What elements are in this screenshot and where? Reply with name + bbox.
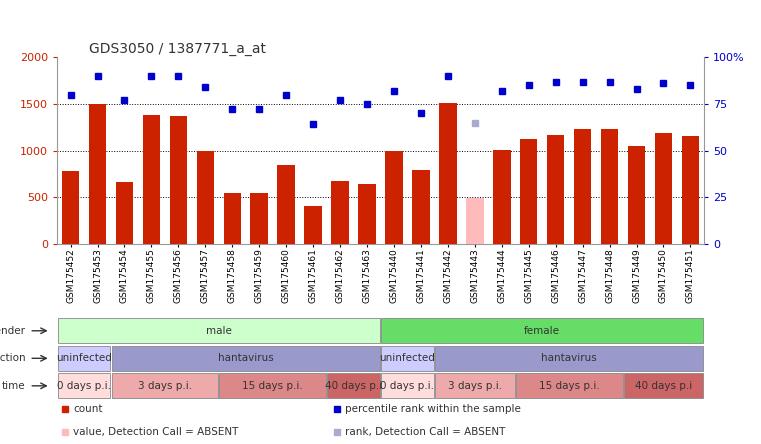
Bar xyxy=(601,129,619,244)
Bar xyxy=(381,318,703,343)
Text: 15 days p.i.: 15 days p.i. xyxy=(242,381,303,391)
Text: 0 days p.i.: 0 days p.i. xyxy=(57,381,111,391)
Bar xyxy=(112,346,380,371)
Bar xyxy=(327,373,380,398)
Text: uninfected: uninfected xyxy=(380,353,435,363)
Bar xyxy=(58,373,110,398)
Text: uninfected: uninfected xyxy=(56,353,112,363)
Bar xyxy=(412,170,430,244)
Text: infection: infection xyxy=(0,353,26,363)
Bar xyxy=(331,181,349,244)
Text: value, Detection Call = ABSENT: value, Detection Call = ABSENT xyxy=(73,427,239,436)
Text: hantavirus: hantavirus xyxy=(541,353,597,363)
Text: percentile rank within the sample: percentile rank within the sample xyxy=(345,404,521,414)
Text: 3 days p.i.: 3 days p.i. xyxy=(447,381,502,391)
Text: 15 days p.i.: 15 days p.i. xyxy=(539,381,600,391)
Text: hantavirus: hantavirus xyxy=(218,353,274,363)
Bar xyxy=(516,373,622,398)
Bar xyxy=(466,198,483,244)
Bar xyxy=(574,129,591,244)
Bar xyxy=(520,139,537,244)
Text: 0 days p.i.: 0 days p.i. xyxy=(380,381,435,391)
Text: male: male xyxy=(205,326,232,336)
Bar xyxy=(682,135,699,244)
Bar xyxy=(435,346,703,371)
Bar xyxy=(278,166,295,244)
Bar xyxy=(170,116,187,244)
Bar xyxy=(304,206,322,244)
Text: gender: gender xyxy=(0,326,26,336)
Bar xyxy=(62,171,79,244)
Bar xyxy=(628,146,645,244)
Bar xyxy=(142,115,160,244)
Bar xyxy=(224,194,241,244)
Text: GDS3050 / 1387771_a_at: GDS3050 / 1387771_a_at xyxy=(90,42,266,56)
Bar xyxy=(385,151,403,244)
Bar xyxy=(196,151,214,244)
Text: rank, Detection Call = ABSENT: rank, Detection Call = ABSENT xyxy=(345,427,505,436)
Text: 40 days p.i: 40 days p.i xyxy=(325,381,382,391)
Text: time: time xyxy=(2,381,26,391)
Bar xyxy=(623,373,703,398)
Bar xyxy=(58,318,380,343)
Bar xyxy=(112,373,218,398)
Bar xyxy=(654,133,672,244)
Bar xyxy=(439,103,457,244)
Text: 40 days p.i: 40 days p.i xyxy=(635,381,692,391)
Bar xyxy=(58,346,110,371)
Bar xyxy=(547,135,565,244)
Bar xyxy=(358,184,376,244)
Bar xyxy=(89,104,107,244)
Text: count: count xyxy=(73,404,103,414)
Bar xyxy=(219,373,326,398)
Bar xyxy=(116,182,133,244)
Bar xyxy=(493,150,511,244)
Bar xyxy=(381,346,434,371)
Text: female: female xyxy=(524,326,560,336)
Bar xyxy=(435,373,514,398)
Text: 3 days p.i.: 3 days p.i. xyxy=(138,381,192,391)
Bar xyxy=(250,194,268,244)
Bar xyxy=(381,373,434,398)
